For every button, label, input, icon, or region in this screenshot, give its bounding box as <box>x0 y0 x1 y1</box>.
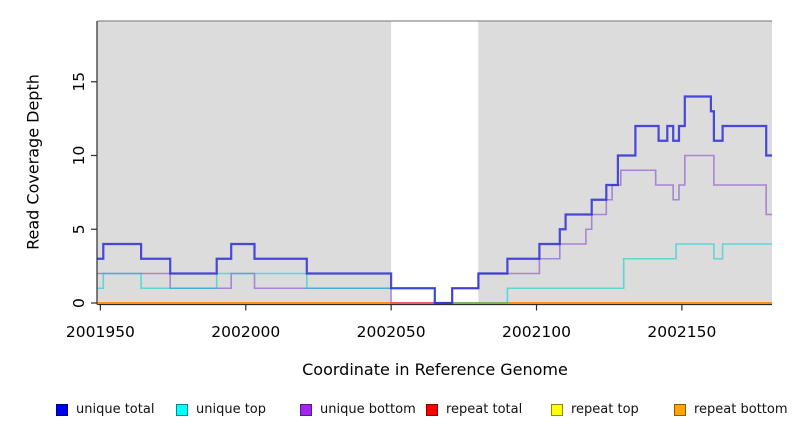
x-tick-label: 2002000 <box>211 323 280 341</box>
x-tick-label: 2002050 <box>357 323 426 341</box>
y-tick-label: 15 <box>70 72 88 92</box>
x-axis-title: Coordinate in Reference Genome <box>302 360 568 379</box>
legend-item-unique-total: unique total <box>56 402 154 417</box>
shaded-region <box>478 21 772 304</box>
legend-label-repeat-bottom: repeat bottom <box>694 402 788 417</box>
legend-swatch-repeat-top <box>551 403 563 416</box>
y-axis-title: Read Coverage Depth <box>23 74 43 250</box>
legend-item-repeat-top: repeat top <box>551 402 639 417</box>
y-tick-label: 10 <box>70 146 88 166</box>
legend-item-unique-top: unique top <box>176 402 266 417</box>
legend-label-unique-bottom: unique bottom <box>320 402 416 417</box>
legend-label-unique-top: unique top <box>196 402 267 417</box>
legend-label-repeat-top: repeat top <box>571 402 639 417</box>
legend-label-unique-total: unique total <box>76 402 155 417</box>
legend-swatch-unique-top <box>176 403 188 416</box>
legend-swatch-unique-total <box>56 403 68 416</box>
x-tick-label: 2002100 <box>502 323 571 341</box>
legend-swatch-unique-bottom <box>300 403 312 416</box>
y-tick-label: 5 <box>70 224 88 234</box>
x-tick-label: 2001950 <box>66 323 135 341</box>
legend-item-unique-bottom: unique bottom <box>300 402 416 417</box>
legend-item-repeat-bottom: repeat bottom <box>674 402 788 417</box>
shaded-region <box>97 21 392 304</box>
legend-label-repeat-total: repeat total <box>446 402 523 417</box>
legend-item-repeat-total: repeat total <box>426 402 522 417</box>
x-tick-label: 2002150 <box>647 323 716 341</box>
series-line-unique-total <box>97 95 772 305</box>
legend-swatch-repeat-bottom <box>674 403 686 416</box>
legend-swatch-repeat-total <box>426 403 438 416</box>
y-tick-label: 0 <box>70 298 88 308</box>
